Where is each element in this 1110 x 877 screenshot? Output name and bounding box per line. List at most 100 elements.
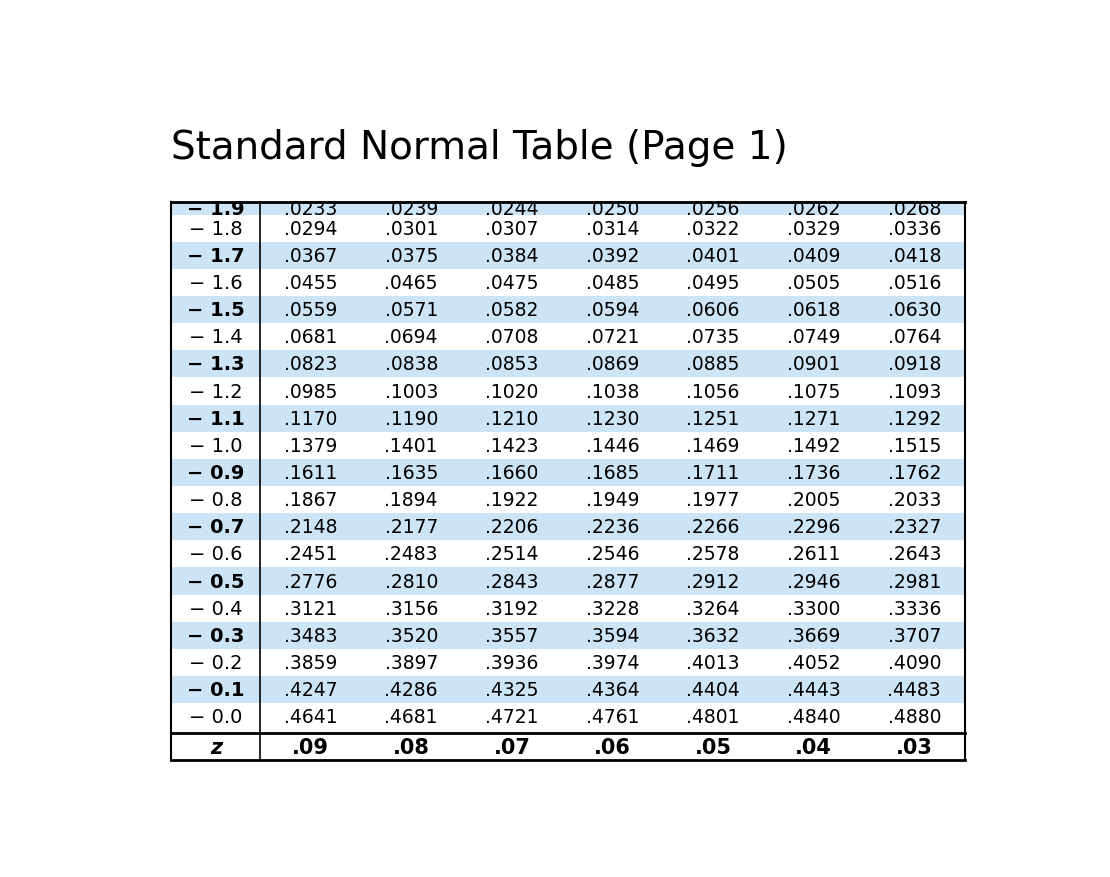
Text: − 1.4: − 1.4	[189, 328, 243, 346]
Text: .2177: .2177	[384, 517, 437, 537]
Bar	[171, 203, 965, 760]
Bar	[171, 296, 965, 324]
Text: .2546: .2546	[586, 545, 639, 564]
Text: .4364: .4364	[586, 681, 639, 699]
Text: .0869: .0869	[586, 355, 639, 374]
Text: − 0.2: − 0.2	[189, 653, 243, 672]
Text: .1977: .1977	[686, 490, 739, 510]
Text: .0301: .0301	[384, 219, 437, 239]
Text: .1075: .1075	[787, 382, 840, 401]
Text: .4761: .4761	[586, 708, 639, 726]
Text: .0582: .0582	[485, 301, 538, 320]
Text: − 1.9: − 1.9	[188, 200, 244, 218]
Text: .3156: .3156	[384, 599, 437, 618]
Text: .1056: .1056	[686, 382, 739, 401]
Text: .0262: .0262	[787, 200, 840, 218]
Text: .08: .08	[393, 737, 430, 757]
Text: .04: .04	[795, 737, 832, 757]
Text: .0571: .0571	[384, 301, 437, 320]
Text: .3632: .3632	[686, 626, 739, 645]
Text: .03: .03	[896, 737, 932, 757]
Text: .0367: .0367	[284, 246, 337, 266]
Text: .0384: .0384	[485, 246, 538, 266]
Text: .0885: .0885	[686, 355, 739, 374]
Text: .4483: .4483	[888, 681, 941, 699]
Text: − 1.3: − 1.3	[188, 355, 244, 374]
Text: .1762: .1762	[888, 463, 941, 482]
Text: .3264: .3264	[686, 599, 739, 618]
Text: .0307: .0307	[485, 219, 538, 239]
Text: .0409: .0409	[787, 246, 840, 266]
Bar	[171, 567, 965, 595]
Text: .2981: .2981	[888, 572, 941, 591]
Text: .3707: .3707	[888, 626, 941, 645]
Text: .4443: .4443	[787, 681, 840, 699]
Text: .0694: .0694	[384, 328, 438, 346]
Text: .4052: .4052	[787, 653, 840, 672]
Text: .2776: .2776	[284, 572, 337, 591]
Text: .0329: .0329	[787, 219, 840, 239]
Text: .2810: .2810	[384, 572, 437, 591]
Text: .1170: .1170	[284, 410, 337, 428]
Text: .3228: .3228	[586, 599, 639, 618]
Text: .0823: .0823	[284, 355, 337, 374]
Text: − 0.0: − 0.0	[189, 708, 243, 726]
Text: .0559: .0559	[284, 301, 337, 320]
Text: .4404: .4404	[686, 681, 740, 699]
Text: − 0.8: − 0.8	[189, 490, 243, 510]
Text: − 0.1: − 0.1	[188, 681, 244, 699]
Text: .0485: .0485	[586, 274, 639, 293]
Text: .1423: .1423	[485, 436, 538, 455]
Text: .4090: .4090	[888, 653, 941, 672]
Text: .3520: .3520	[384, 626, 437, 645]
Bar	[171, 514, 965, 541]
Text: .0455: .0455	[284, 274, 337, 293]
Text: .1401: .1401	[384, 436, 438, 455]
Text: − 1.8: − 1.8	[189, 219, 243, 239]
Text: .1210: .1210	[485, 410, 538, 428]
Text: .1867: .1867	[284, 490, 337, 510]
Text: .0618: .0618	[787, 301, 840, 320]
Text: .1635: .1635	[384, 463, 437, 482]
Text: .1230: .1230	[586, 410, 639, 428]
Text: .0233: .0233	[284, 200, 337, 218]
Text: − 1.0: − 1.0	[189, 436, 243, 455]
Text: .3300: .3300	[787, 599, 840, 618]
Text: .0250: .0250	[586, 200, 639, 218]
Text: .0256: .0256	[686, 200, 739, 218]
Text: .1003: .1003	[384, 382, 437, 401]
Text: .0239: .0239	[384, 200, 437, 218]
Text: .1949: .1949	[586, 490, 639, 510]
Text: .2643: .2643	[888, 545, 941, 564]
Text: .0516: .0516	[888, 274, 941, 293]
Text: .2514: .2514	[485, 545, 538, 564]
Text: .0268: .0268	[888, 200, 941, 218]
Text: .0322: .0322	[686, 219, 739, 239]
Bar	[171, 460, 965, 487]
Text: .0495: .0495	[686, 274, 739, 293]
Text: .1894: .1894	[384, 490, 438, 510]
Text: z: z	[210, 737, 222, 757]
Text: .4325: .4325	[485, 681, 538, 699]
Text: .0735: .0735	[686, 328, 739, 346]
Text: .0708: .0708	[485, 328, 538, 346]
Text: .3897: .3897	[384, 653, 437, 672]
Text: .0465: .0465	[384, 274, 438, 293]
Text: .1660: .1660	[485, 463, 538, 482]
Text: .0853: .0853	[485, 355, 538, 374]
Bar	[171, 351, 965, 378]
Text: .1922: .1922	[485, 490, 538, 510]
Text: .1685: .1685	[586, 463, 639, 482]
Text: .2843: .2843	[485, 572, 538, 591]
Text: .2327: .2327	[888, 517, 941, 537]
Text: .4247: .4247	[284, 681, 337, 699]
Text: .3557: .3557	[485, 626, 538, 645]
Bar	[171, 203, 965, 216]
Text: .2946: .2946	[787, 572, 840, 591]
Text: .1379: .1379	[284, 436, 337, 455]
Text: .1492: .1492	[787, 436, 840, 455]
Text: − 0.7: − 0.7	[188, 517, 244, 537]
Bar	[171, 405, 965, 432]
Text: .4013: .4013	[686, 653, 739, 672]
Text: − 0.9: − 0.9	[188, 463, 244, 482]
